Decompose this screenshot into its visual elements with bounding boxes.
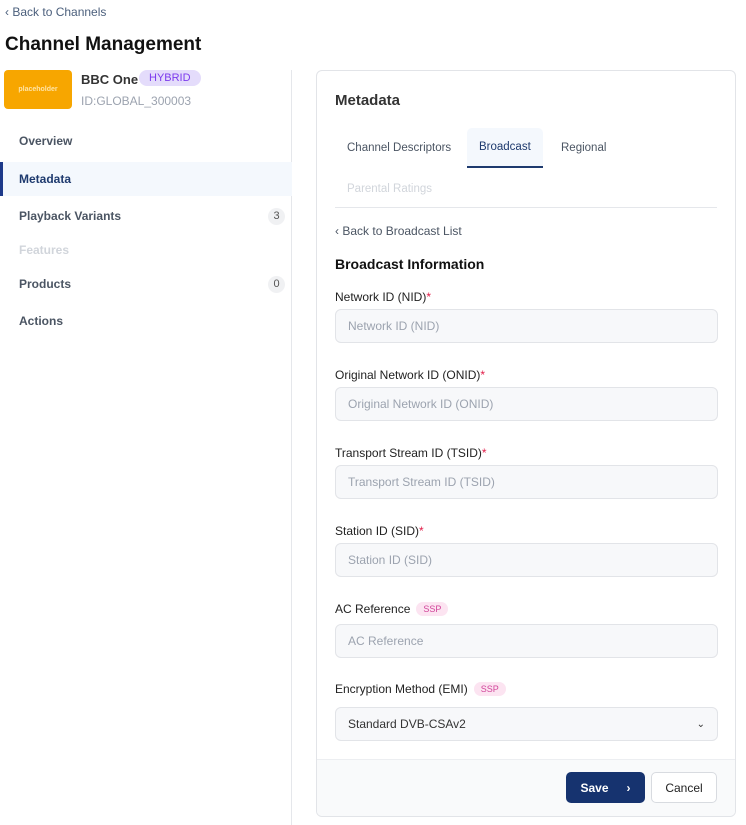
ssp-tag: SSP [473,682,506,696]
required-marker: * [426,290,432,304]
chevron-down-icon: ⌄ [696,718,705,730]
card-title: Metadata [335,92,401,109]
onid-input[interactable] [335,387,718,421]
section-title: Broadcast Information [335,256,485,272]
tab-regional[interactable]: Regional [561,142,607,154]
sidebar: placeholder BBC One HYBRID ID:GLOBAL_300… [0,70,292,825]
channel-type-badge: HYBRID [139,70,201,86]
ac-reference-input[interactable] [335,624,718,658]
onid-field: Original Network ID (ONID) * [335,367,718,421]
required-marker: * [480,368,486,382]
nid-input[interactable] [335,309,718,343]
chevron-right-icon: › [626,780,631,795]
sidebar-item-products[interactable]: Products 0 [0,267,292,301]
sid-input[interactable] [335,543,718,577]
encryption-method-select[interactable]: Standard DVB-CSAv2 ⌄ [335,707,718,741]
tab-broadcast[interactable]: Broadcast [467,128,543,168]
count-badge: 3 [268,207,285,225]
back-to-broadcast-list-link[interactable]: ‹ Back to Broadcast List [335,224,462,238]
sidebar-item-actions[interactable]: Actions [19,314,64,328]
tabs-divider [335,207,717,208]
required-marker: * [419,524,424,538]
page-title: Channel Management [5,34,202,55]
tab-parental-ratings: Parental Ratings [347,183,433,195]
tsid-input[interactable] [335,465,718,499]
channel-name: BBC One [81,72,139,87]
sidebar-item-features: Features [19,243,70,257]
nid-field: Network ID (NID) * [335,289,718,343]
cancel-button[interactable]: Cancel [651,772,717,803]
sid-field: Station ID (SID) * [335,523,718,577]
count-badge: 0 [268,275,285,293]
field-label: Transport Stream ID (TSID) [335,446,482,460]
field-label: Encryption Method (EMI) [335,682,468,696]
sidebar-item-playback-variants[interactable]: Playback Variants 3 [0,199,292,233]
sidebar-item-overview[interactable]: Overview [19,134,73,148]
required-marker: * [481,446,487,460]
back-to-channels-link[interactable]: ‹ Back to Channels [5,5,107,19]
field-label: Network ID (NID) [335,290,427,304]
save-button[interactable]: Save › [566,772,645,803]
sidebar-item-metadata[interactable]: Metadata [0,162,292,196]
chevron-left-icon: ‹ [5,5,13,19]
tab-channel-descriptors[interactable]: Channel Descriptors [347,142,452,154]
tsid-field: Transport Stream ID (TSID) * [335,445,718,499]
channel-id: ID:GLOBAL_300003 [81,94,192,108]
field-label: AC Reference [335,602,411,616]
chevron-left-icon: ‹ [335,224,343,238]
card-footer: Save › Cancel [317,759,735,816]
encryption-method-field: Encryption Method (EMI) SSP Standard DVB-… [335,681,718,741]
selected-value: Standard DVB-CSAv2 [348,717,466,731]
ssp-tag: SSP [416,602,449,616]
field-label: Station ID (SID) [335,524,420,538]
channel-logo: placeholder [4,70,72,109]
ac-reference-field: AC Reference SSP [335,601,718,658]
field-label: Original Network ID (ONID) [335,368,481,382]
metadata-card: Metadata Channel Descriptors Broadcast R… [316,70,736,817]
